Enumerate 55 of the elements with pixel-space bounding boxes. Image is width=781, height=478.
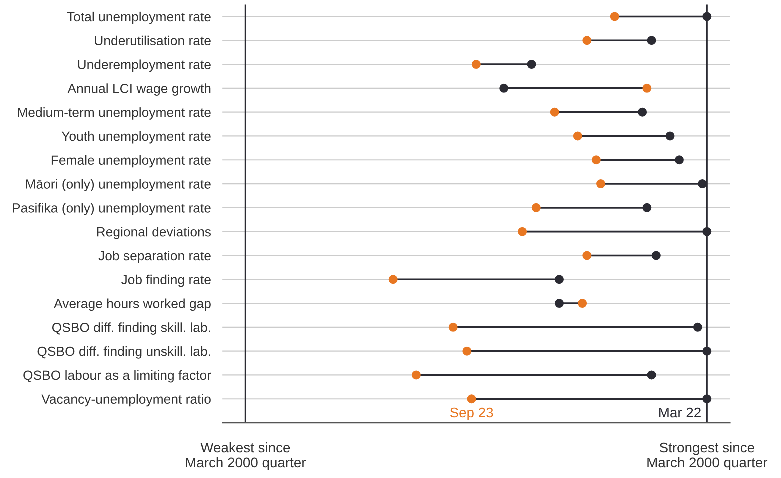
point [582,251,592,260]
y-tick-label: Underutilisation rate [95,36,211,46]
y-tick-label: Job separation rate [98,250,211,264]
ref-line-label: Strongest since March 2000 quarter [648,442,768,470]
point [467,394,476,404]
point [674,156,684,165]
point [578,299,588,308]
y-tick-label: Total unemployment rate [67,12,211,24]
y-tick-label: Medium-term unemployment rate [18,108,211,120]
y-tick-label: Māori (only) unemployment rate [26,179,211,192]
y-tick-label: Youth unemployment rate [62,131,211,144]
y-tick-label: QSBO diff. finding unskill. lab. [38,346,210,359]
point [532,203,541,212]
point [693,322,702,332]
y-tick-label: Average hours worked gap [54,298,211,312]
point [527,60,536,70]
y-tick-label: Job finding rate [121,274,211,288]
point [652,251,661,260]
point [592,156,601,165]
y-tick-label: Underemployment rate [78,60,211,72]
point [610,12,620,22]
point [702,394,712,404]
y-tick-label: Pasifika (only) unemployment rate [13,203,211,216]
point [647,36,656,46]
series-label: Mar 22 [660,408,701,418]
point [702,346,712,356]
point [462,346,472,356]
point [642,203,652,212]
ref-line-label: Weakest since March 2000 quarter [186,442,306,470]
point [388,275,398,284]
point [647,370,656,380]
point [596,180,606,189]
point [642,84,652,93]
point [698,180,708,189]
point [573,132,582,141]
point [550,108,560,117]
y-tick-label: Female unemployment rate [52,155,211,168]
point [582,36,592,46]
point [472,60,481,70]
point [702,12,712,22]
y-tick-label: Regional deviations [97,227,212,240]
point [702,227,712,236]
point [638,108,648,117]
point [554,299,564,308]
point [518,227,528,236]
y-tick-label: Vacancy-unemployment ratio [42,394,211,407]
y-tick-label: QSBO labour as a limiting factor [24,370,212,383]
y-tick-label: QSBO diff. finding skill. lab. [52,322,210,335]
point [500,84,509,93]
point [554,275,564,284]
series-label: Sep 23 [450,408,494,420]
point [412,370,421,380]
point [666,132,675,141]
y-tick-label: Annual LCI wage growth [68,84,211,96]
point [448,322,458,332]
